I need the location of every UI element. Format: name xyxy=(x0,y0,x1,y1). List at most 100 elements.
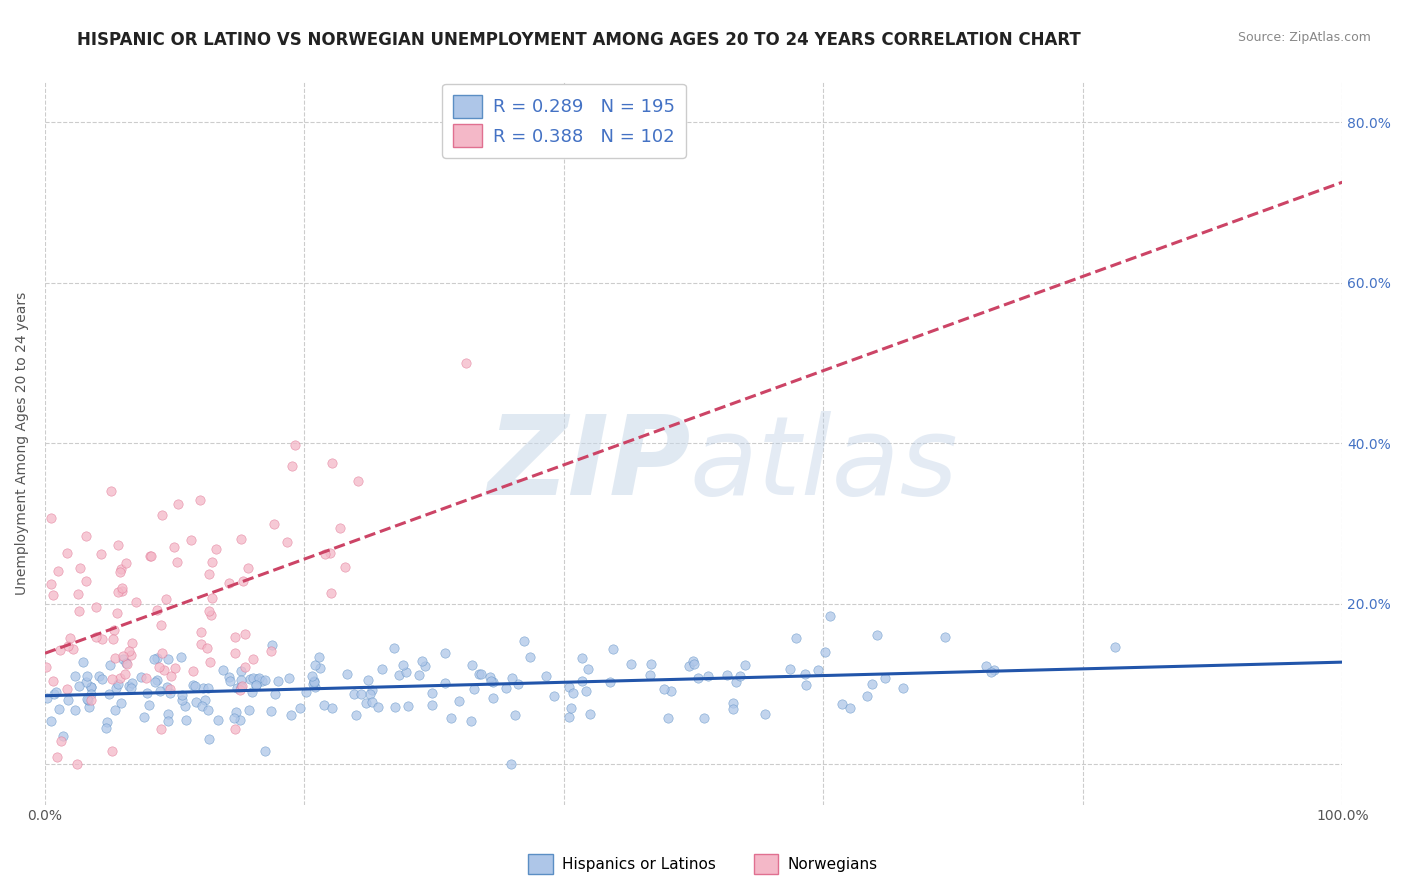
Point xyxy=(124,595,146,609)
Point xyxy=(579,706,602,721)
Point xyxy=(138,698,160,712)
Point xyxy=(239,672,262,686)
Point xyxy=(382,640,405,655)
Point xyxy=(260,638,283,652)
Point xyxy=(80,693,103,707)
Point xyxy=(856,690,879,704)
Point xyxy=(157,714,180,728)
Point xyxy=(90,547,112,561)
Point xyxy=(312,698,335,712)
Point xyxy=(159,669,181,683)
Point xyxy=(229,673,252,687)
Point xyxy=(873,671,896,685)
Point xyxy=(115,556,138,570)
Point xyxy=(107,677,129,691)
Point xyxy=(114,667,136,681)
Point xyxy=(56,639,79,653)
Point xyxy=(734,658,756,673)
Point xyxy=(224,646,246,660)
Point xyxy=(575,684,598,698)
Point xyxy=(259,704,281,718)
Point xyxy=(657,711,679,725)
Point xyxy=(893,681,915,695)
Point xyxy=(543,689,565,703)
Point xyxy=(48,564,70,578)
Point xyxy=(233,627,256,641)
Point xyxy=(218,670,240,684)
Point xyxy=(65,703,87,717)
Point xyxy=(98,658,121,673)
Point xyxy=(250,674,273,689)
Point xyxy=(218,576,240,591)
Point xyxy=(101,632,124,646)
Point xyxy=(80,681,103,695)
Point xyxy=(121,676,143,690)
Point xyxy=(479,674,502,689)
Point xyxy=(367,699,389,714)
Point xyxy=(440,711,463,725)
Point xyxy=(49,734,72,748)
Point xyxy=(111,649,134,664)
Point xyxy=(48,643,70,657)
Point xyxy=(107,538,129,552)
Point xyxy=(534,669,557,683)
Text: ZIP: ZIP xyxy=(488,411,692,518)
Point xyxy=(100,484,122,499)
Point xyxy=(111,652,134,666)
Point xyxy=(143,652,166,666)
Point xyxy=(233,660,256,674)
Point xyxy=(501,757,523,772)
Point xyxy=(56,693,79,707)
Point xyxy=(153,664,176,678)
Point xyxy=(794,677,817,691)
Point xyxy=(433,675,456,690)
Point xyxy=(84,599,107,614)
Point xyxy=(35,690,58,705)
Point xyxy=(236,561,259,575)
Point xyxy=(110,565,132,579)
Point xyxy=(370,662,392,676)
Point xyxy=(56,546,79,560)
Point xyxy=(253,744,276,758)
Point xyxy=(308,649,330,664)
Point xyxy=(232,574,254,589)
Point xyxy=(184,695,207,709)
Point xyxy=(146,650,169,665)
Point xyxy=(866,627,889,641)
Point xyxy=(508,677,530,691)
Point xyxy=(638,667,661,681)
Point xyxy=(110,671,132,685)
Point xyxy=(974,659,997,673)
Point xyxy=(620,657,643,672)
Point xyxy=(807,663,830,677)
Point xyxy=(228,714,250,728)
Point xyxy=(558,680,581,694)
Point xyxy=(63,669,86,683)
Point xyxy=(72,655,94,669)
Point xyxy=(277,671,299,685)
Point xyxy=(76,668,98,682)
Point xyxy=(75,574,97,588)
Point xyxy=(263,687,285,701)
Point xyxy=(77,692,100,706)
Point xyxy=(45,685,67,699)
Point xyxy=(55,682,77,697)
Point xyxy=(356,673,378,687)
Point xyxy=(170,689,193,703)
Point xyxy=(304,675,326,690)
Point xyxy=(245,678,267,692)
Point xyxy=(66,757,89,772)
Point xyxy=(201,555,224,569)
Point xyxy=(110,562,132,576)
Point xyxy=(76,692,98,706)
Point xyxy=(75,674,97,689)
Point xyxy=(693,710,716,724)
Point xyxy=(111,581,134,595)
Point xyxy=(166,555,188,569)
Y-axis label: Unemployment Among Ages 20 to 24 years: Unemployment Among Ages 20 to 24 years xyxy=(15,292,30,595)
Point xyxy=(150,617,173,632)
Point xyxy=(447,694,470,708)
Point xyxy=(39,714,62,728)
Point xyxy=(69,561,91,575)
Point xyxy=(280,458,302,473)
